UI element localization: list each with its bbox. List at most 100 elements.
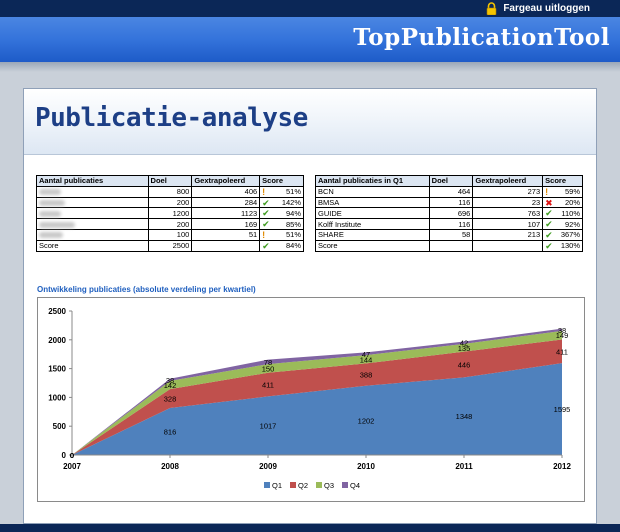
data-label-q3: 150 — [262, 364, 275, 373]
x-tick-label: 2008 — [161, 462, 179, 471]
check-icon: ✔ — [262, 240, 270, 251]
check-icon: ✔ — [545, 208, 553, 219]
data-label-q1: 1202 — [358, 416, 375, 425]
score-cell: ! 51% — [259, 228, 304, 241]
target-cell: 2500 — [147, 239, 193, 252]
target-cell: 116 — [428, 196, 474, 209]
target-cell: 800 — [147, 185, 193, 198]
extrapolated-cell: 169 — [191, 218, 261, 230]
legend-swatch-q4 — [342, 482, 348, 488]
redacted-name — [39, 200, 65, 206]
score-value: 92% — [564, 219, 580, 229]
column-header: Aantal publicaties in Q1 — [315, 175, 430, 187]
score-cell: ✔ 142% — [259, 196, 304, 209]
target-cell — [428, 239, 474, 252]
exclamation-icon: ! — [262, 229, 266, 240]
score-cell: ✔ 94% — [259, 207, 304, 220]
chart-title: Ontwikkeling publicaties (absolute verde… — [37, 285, 256, 294]
score-value: 84% — [285, 241, 301, 251]
y-tick-label: 500 — [53, 422, 67, 431]
row-name — [36, 207, 149, 220]
extrapolated-cell — [472, 239, 544, 252]
redacted-name — [39, 232, 63, 239]
data-label-q4: 38 — [558, 326, 566, 335]
row-name — [36, 218, 149, 230]
app-banner: TopPublicationTool — [0, 17, 620, 62]
row-name: Score — [315, 239, 430, 252]
target-cell: 696 — [428, 207, 474, 220]
cross-icon: ✖ — [545, 197, 553, 208]
data-label-q2: 0 — [70, 451, 74, 460]
redacted-name — [39, 189, 61, 196]
logout-link[interactable]: Fargeau uitloggen — [486, 1, 590, 16]
legend-label-q3: Q3 — [324, 481, 334, 490]
table-row: BCN 464 273! 59% — [315, 185, 583, 198]
score-cell: ✔ 84% — [259, 239, 304, 252]
extrapolated-cell: 763 — [472, 207, 544, 220]
score-value: 51% — [285, 230, 301, 240]
extrapolated-cell: 213 — [472, 228, 544, 241]
data-label-q3: 149 — [556, 331, 569, 340]
data-label-q3: 142 — [164, 381, 177, 390]
target-cell: 200 — [147, 218, 193, 230]
target-cell: 1200 — [147, 207, 193, 220]
lock-icon — [487, 2, 497, 15]
column-header: Score — [542, 175, 583, 187]
redacted-name — [39, 221, 75, 228]
exclamation-icon: ! — [545, 186, 549, 197]
table-row: 100 51! 51% — [36, 228, 304, 241]
y-tick-label: 2500 — [48, 307, 66, 316]
redacted-name — [39, 210, 61, 217]
data-label-q4: 78 — [264, 358, 272, 367]
row-name — [36, 185, 149, 198]
score-value: 94% — [285, 208, 301, 218]
target-cell: 200 — [147, 196, 193, 209]
table-row: BMSA 116 23 ✖ 20% — [315, 196, 583, 209]
chart-container: 0 500 1000 1500 2000 2500 2007 2008 2009 2010 2011… — [37, 297, 585, 502]
column-header: Doel — [147, 175, 193, 187]
score-cell: ✔ 85% — [259, 218, 304, 230]
table-row: 1200 1123 ✔ 94% — [36, 207, 304, 220]
x-tick-label: 2010 — [357, 462, 375, 471]
table-row: GUIDE 696 763 ✔ 110% — [315, 207, 583, 220]
score-value: 142% — [281, 197, 301, 207]
check-icon: ✔ — [262, 208, 270, 219]
data-label-q2: 411 — [556, 347, 568, 356]
legend-swatch-q1 — [264, 482, 270, 488]
data-label-q2: 411 — [262, 381, 274, 390]
column-header: Gextrapoleerd — [191, 175, 261, 187]
top-bar: Fargeau uitloggen — [0, 0, 620, 17]
extrapolated-cell: 273 — [472, 185, 544, 198]
table-row: Kolff Institute 116 107 ✔ 92% — [315, 218, 583, 230]
column-header: Gextrapoleerd — [472, 175, 544, 187]
data-label-q3: 0 — [70, 451, 74, 460]
table-row: Score 2500 ✔ 84% — [36, 239, 304, 252]
legend-swatch-q3 — [316, 482, 322, 488]
logout-label[interactable]: Fargeau uitloggen — [503, 3, 590, 14]
score-value: 367% — [560, 230, 580, 240]
target-cell: 100 — [147, 228, 193, 241]
extrapolated-cell: 51 — [191, 228, 261, 241]
extrapolated-cell: 23 — [472, 196, 544, 209]
row-name: GUIDE — [315, 207, 430, 220]
area-q1 — [72, 363, 562, 455]
row-name: Score — [36, 239, 149, 252]
app-title: TopPublicationTool — [353, 24, 610, 51]
data-label-q2: 446 — [458, 361, 471, 370]
row-name: BMSA — [315, 196, 430, 209]
x-tick-label: 2011 — [455, 462, 473, 471]
data-label-q1: 1595 — [554, 405, 571, 414]
panel-header: Publicatie-analyse — [24, 89, 596, 155]
row-name: Kolff Institute — [315, 218, 430, 230]
score-cell: ✖ 20% — [542, 196, 583, 209]
legend-label-q4: Q4 — [350, 481, 360, 490]
score-value: 51% — [285, 187, 301, 197]
check-icon: ✔ — [545, 219, 553, 230]
check-icon: ✔ — [545, 229, 553, 240]
data-label-q4: 42 — [460, 339, 468, 348]
score-cell: ✔ 110% — [542, 207, 583, 220]
target-cell: 58 — [428, 228, 474, 241]
data-label-q2: 388 — [360, 371, 373, 380]
score-value: 20% — [564, 197, 580, 207]
